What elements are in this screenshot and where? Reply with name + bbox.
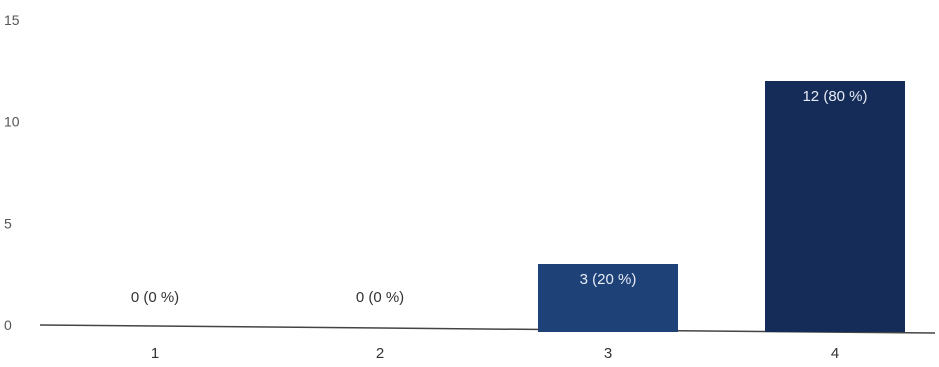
bars — [538, 81, 905, 332]
bar — [765, 81, 905, 332]
y-tick-label: 15 — [4, 12, 20, 28]
x-tick-label: 4 — [831, 345, 839, 362]
data-label: 12 (80 %) — [802, 88, 867, 105]
y-axis: 0 5 10 15 — [4, 12, 20, 333]
y-tick-label: 0 — [4, 317, 12, 333]
bar — [538, 264, 678, 332]
x-tick-label: 1 — [151, 345, 159, 362]
data-labels: 0 (0 %) 0 (0 %) 3 (20 %) 12 (80 %) — [131, 88, 868, 306]
data-label: 0 (0 %) — [131, 289, 179, 306]
y-tick-label: 5 — [4, 215, 12, 231]
x-tick-label: 3 — [604, 345, 612, 362]
x-tick-label: 2 — [376, 345, 384, 362]
y-tick-label: 10 — [4, 114, 20, 130]
x-axis: 1 2 3 4 — [151, 345, 839, 362]
data-label: 0 (0 %) — [356, 289, 404, 306]
data-label: 3 (20 %) — [580, 271, 637, 288]
